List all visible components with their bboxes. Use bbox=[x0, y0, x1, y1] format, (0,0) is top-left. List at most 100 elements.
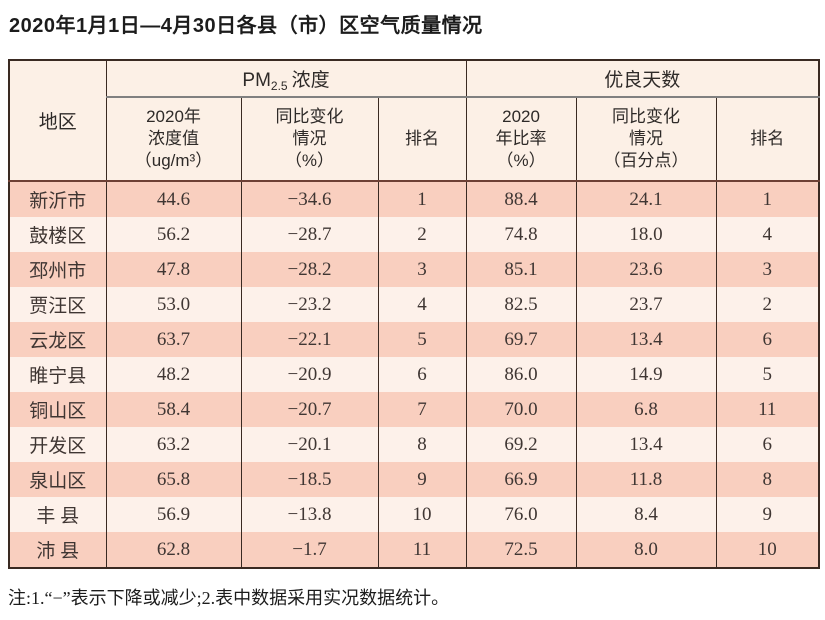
pm25-label-subscript: 2.5 bbox=[270, 78, 288, 93]
header-region: 地区 bbox=[8, 60, 107, 182]
cell-pm25-rank: 5 bbox=[377, 322, 467, 357]
table-row: 泉山区 65.8 −18.5 9 66.9 11.8 8 bbox=[8, 462, 820, 497]
table-row: 开发区 63.2 −20.1 8 69.2 13.4 6 bbox=[8, 427, 820, 462]
table-row: 睢宁县 48.2 −20.9 6 86.0 14.9 5 bbox=[8, 357, 820, 392]
table-row: 云龙区 63.7 −22.1 5 69.7 13.4 6 bbox=[8, 322, 820, 357]
header-sub-row: 2020年 浓度值 （ug/m³） 同比变化 情况 （%） 排名 2020 年比… bbox=[9, 97, 820, 182]
cell-good-rank: 4 bbox=[715, 217, 820, 252]
cell-good-rank: 3 bbox=[715, 252, 820, 287]
cell-pm25-change: −20.7 bbox=[240, 392, 379, 427]
cell-region: 开发区 bbox=[8, 427, 107, 462]
cell-pm25-change: −20.9 bbox=[240, 357, 379, 392]
cell-good-rate: 82.5 bbox=[465, 287, 577, 322]
cell-pm25-change: −13.8 bbox=[240, 497, 379, 532]
cell-good-rank: 1 bbox=[715, 181, 820, 217]
cell-pm25-value: 65.8 bbox=[105, 462, 242, 497]
page-title: 2020年1月1日—4月30日各县（市）区空气质量情况 bbox=[9, 15, 483, 37]
cell-pm25-rank: 11 bbox=[377, 532, 467, 568]
cell-pm25-change: −28.7 bbox=[240, 217, 379, 252]
cell-good-rate: 85.1 bbox=[465, 252, 577, 287]
header-group-good-days: 优良天数 bbox=[465, 60, 820, 98]
cell-region: 新沂市 bbox=[8, 181, 107, 217]
cell-pm25-change: −23.2 bbox=[240, 287, 379, 322]
cell-good-rate: 66.9 bbox=[465, 462, 577, 497]
cell-good-change: 6.8 bbox=[575, 392, 717, 427]
cell-pm25-value: 48.2 bbox=[105, 357, 242, 392]
cell-pm25-value: 53.0 bbox=[105, 287, 242, 322]
cell-pm25-change: −22.1 bbox=[240, 322, 379, 357]
header-good-change: 同比变化 情况 （百分点） bbox=[575, 97, 717, 182]
cell-region: 丰 县 bbox=[8, 497, 107, 532]
cell-region: 邳州市 bbox=[8, 252, 107, 287]
cell-good-rate: 72.5 bbox=[465, 532, 577, 568]
cell-good-change: 23.6 bbox=[575, 252, 717, 287]
cell-good-rate: 69.7 bbox=[465, 322, 577, 357]
cell-pm25-rank: 1 bbox=[377, 181, 467, 217]
cell-pm25-rank: 4 bbox=[377, 287, 467, 322]
footnote: 注:1.“−”表示下降或减少;2.表中数据采用实况数据统计。 bbox=[8, 588, 450, 608]
air-quality-table: 地区 PM2.5 浓度 优良天数 2020年 浓度值 （ug/m³） 同比变化 情… bbox=[8, 59, 821, 569]
cell-good-rate: 86.0 bbox=[465, 357, 577, 392]
cell-pm25-value: 44.6 bbox=[105, 181, 242, 217]
cell-pm25-value: 56.9 bbox=[105, 497, 242, 532]
cell-pm25-change: −34.6 bbox=[240, 181, 379, 217]
cell-pm25-value: 58.4 bbox=[105, 392, 242, 427]
cell-good-change: 8.4 bbox=[575, 497, 717, 532]
cell-pm25-rank: 9 bbox=[377, 462, 467, 497]
cell-good-rank: 6 bbox=[715, 427, 820, 462]
cell-pm25-value: 56.2 bbox=[105, 217, 242, 252]
cell-good-rank: 5 bbox=[715, 357, 820, 392]
header-pm25-value: 2020年 浓度值 （ug/m³） bbox=[105, 97, 242, 182]
cell-pm25-rank: 7 bbox=[377, 392, 467, 427]
cell-good-rate: 76.0 bbox=[465, 497, 577, 532]
cell-good-rank: 11 bbox=[715, 392, 820, 427]
cell-good-rank: 10 bbox=[715, 532, 820, 568]
cell-good-rate: 74.8 bbox=[465, 217, 577, 252]
cell-good-rate: 88.4 bbox=[465, 181, 577, 217]
cell-good-rank: 8 bbox=[715, 462, 820, 497]
pm25-label-rest: 浓度 bbox=[291, 69, 330, 91]
cell-pm25-change: −18.5 bbox=[240, 462, 379, 497]
cell-pm25-rank: 10 bbox=[377, 497, 467, 532]
cell-region: 睢宁县 bbox=[8, 357, 107, 392]
cell-good-change: 18.0 bbox=[575, 217, 717, 252]
cell-region: 贾汪区 bbox=[8, 287, 107, 322]
header-pm25-change: 同比变化 情况 （%） bbox=[240, 97, 379, 182]
cell-good-change: 8.0 bbox=[575, 532, 717, 568]
pm25-label-main: PM bbox=[242, 69, 271, 91]
cell-pm25-value: 47.8 bbox=[105, 252, 242, 287]
cell-good-rate: 69.2 bbox=[465, 427, 577, 462]
table-row: 铜山区 58.4 −20.7 7 70.0 6.8 11 bbox=[8, 392, 820, 427]
header-group-row: 地区 PM2.5 浓度 优良天数 bbox=[8, 60, 820, 182]
cell-good-change: 13.4 bbox=[575, 322, 717, 357]
cell-good-rate: 70.0 bbox=[465, 392, 577, 427]
cell-region: 泉山区 bbox=[8, 462, 107, 497]
header-group-pm25: PM2.5 浓度 bbox=[105, 60, 467, 98]
cell-pm25-rank: 3 bbox=[377, 252, 467, 287]
cell-good-change: 11.8 bbox=[575, 462, 717, 497]
header-pm25-rank: 排名 bbox=[377, 97, 467, 182]
cell-pm25-rank: 2 bbox=[377, 217, 467, 252]
table-row: 新沂市 44.6 −34.6 1 88.4 24.1 1 bbox=[8, 181, 820, 217]
cell-good-rank: 6 bbox=[715, 322, 820, 357]
cell-pm25-change: −1.7 bbox=[240, 532, 379, 568]
table-row: 沛 县 62.8 −1.7 11 72.5 8.0 10 bbox=[8, 532, 820, 568]
cell-region: 云龙区 bbox=[8, 322, 107, 357]
cell-region: 铜山区 bbox=[8, 392, 107, 427]
cell-good-rank: 9 bbox=[715, 497, 820, 532]
cell-pm25-value: 63.7 bbox=[105, 322, 242, 357]
table-row: 丰 县 56.9 −13.8 10 76.0 8.4 9 bbox=[8, 497, 820, 532]
cell-pm25-change: −20.1 bbox=[240, 427, 379, 462]
cell-good-change: 14.9 bbox=[575, 357, 717, 392]
header-good-rank: 排名 bbox=[715, 97, 820, 182]
cell-pm25-change: −28.2 bbox=[240, 252, 379, 287]
cell-pm25-value: 63.2 bbox=[105, 427, 242, 462]
table-row: 鼓楼区 56.2 −28.7 2 74.8 18.0 4 bbox=[8, 217, 820, 252]
cell-pm25-rank: 6 bbox=[377, 357, 467, 392]
cell-region: 鼓楼区 bbox=[8, 217, 107, 252]
cell-good-change: 13.4 bbox=[575, 427, 717, 462]
cell-pm25-rank: 8 bbox=[377, 427, 467, 462]
cell-good-change: 24.1 bbox=[575, 181, 717, 217]
cell-pm25-value: 62.8 bbox=[105, 532, 242, 568]
